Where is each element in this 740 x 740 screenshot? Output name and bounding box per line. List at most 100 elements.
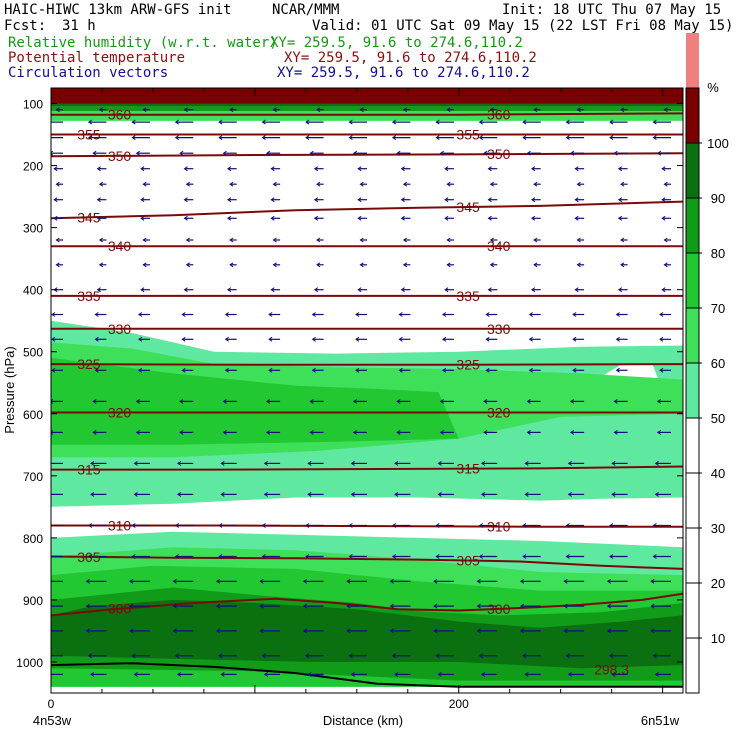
wind-vector-head bbox=[533, 237, 538, 243]
wind-vector-head bbox=[528, 336, 533, 342]
wind-vector-head bbox=[268, 312, 273, 317]
theta-label: 340 bbox=[487, 238, 511, 254]
wind-vector-head bbox=[302, 578, 308, 584]
wind-vector-head bbox=[613, 429, 618, 435]
wind-vector-head bbox=[485, 312, 490, 317]
wind-vector-head bbox=[609, 119, 614, 125]
colorbar-unit: % bbox=[707, 80, 719, 95]
theta-contour-305 bbox=[51, 555, 683, 570]
wind-vector-head bbox=[51, 367, 56, 373]
wind-vector-head bbox=[307, 491, 312, 497]
wind-vector-head bbox=[133, 671, 138, 677]
wind-vector-head bbox=[98, 181, 104, 187]
wind-vector-head bbox=[45, 120, 48, 124]
theta-label: 310 bbox=[487, 519, 511, 535]
wind-vector-head bbox=[272, 262, 277, 268]
wind-vector-head bbox=[478, 135, 483, 141]
wind-vector-head bbox=[659, 312, 664, 317]
colorbar-segment bbox=[686, 143, 699, 198]
wind-vector-head bbox=[263, 491, 268, 497]
wind-vector-head bbox=[441, 367, 447, 373]
wind-vector-head bbox=[181, 336, 186, 342]
wind-vector-head bbox=[142, 262, 147, 268]
wind-vector-head bbox=[398, 312, 403, 317]
wind-vector-head bbox=[229, 262, 234, 268]
y-tick-label: 900 bbox=[23, 594, 43, 608]
wind-vector-head bbox=[90, 460, 95, 466]
wind-vector-head bbox=[656, 398, 662, 404]
field-rh-label: Relative humidity (w.r.t. water) bbox=[8, 35, 278, 51]
theta-label: 350 bbox=[108, 148, 132, 164]
wind-vector-head bbox=[176, 671, 182, 677]
wind-vector-head bbox=[94, 367, 99, 373]
wind-vector-head bbox=[569, 150, 575, 156]
wind-vector-head bbox=[55, 262, 60, 268]
wind-vector-head bbox=[519, 603, 525, 609]
wind-vector-head bbox=[526, 398, 531, 404]
y-tick-label: 400 bbox=[23, 284, 43, 298]
wind-vector-head bbox=[652, 523, 657, 528]
wind-vector-head bbox=[359, 107, 364, 113]
theta-label: 360 bbox=[487, 107, 511, 123]
wind-vector-head bbox=[129, 603, 134, 609]
surface-theta-label: 298.3 bbox=[594, 661, 629, 677]
wind-vector-head bbox=[611, 671, 616, 677]
wind-vector-head bbox=[661, 197, 666, 203]
forecast-label: Fcst: bbox=[4, 18, 47, 34]
wind-vector-head bbox=[652, 119, 657, 125]
wind-vector-head bbox=[270, 287, 275, 293]
wind-vector-head bbox=[183, 287, 188, 293]
wind-vector-head bbox=[305, 523, 310, 528]
wind-vector-head bbox=[174, 554, 179, 559]
wind-vector-head bbox=[131, 119, 136, 125]
wind-vector-head bbox=[183, 107, 188, 113]
wind-vector-head bbox=[433, 628, 438, 634]
y-tick-label: 700 bbox=[23, 470, 43, 484]
wind-vector-head bbox=[615, 367, 620, 373]
theta-label: 350 bbox=[487, 146, 511, 162]
wind-vector-head bbox=[87, 653, 93, 659]
wind-vector-head bbox=[574, 166, 579, 172]
wind-vector-head bbox=[224, 336, 229, 342]
wind-vector-head bbox=[218, 523, 223, 528]
wind-vector-head bbox=[389, 628, 394, 634]
wind-vector-head bbox=[487, 166, 492, 172]
wind-vector-head bbox=[305, 135, 310, 141]
wind-vector-head bbox=[620, 107, 625, 113]
wind-vector-head bbox=[261, 554, 266, 559]
wind-vector-head bbox=[444, 287, 449, 293]
theta-label: 360 bbox=[108, 107, 132, 123]
wind-vector-head bbox=[433, 578, 438, 584]
forecast-hours: 31 h bbox=[62, 18, 96, 34]
wind-vector-head bbox=[565, 554, 570, 559]
wind-vector-head bbox=[435, 119, 440, 125]
colorbar-segment bbox=[686, 638, 699, 693]
wind-vector-head bbox=[179, 429, 184, 435]
theta-label: 305 bbox=[77, 549, 101, 565]
wind-vector-head bbox=[224, 312, 229, 317]
wind-vector-head bbox=[396, 398, 401, 404]
wind-vector-head bbox=[309, 150, 314, 156]
wind-vector-head bbox=[402, 237, 408, 243]
wind-vector-head bbox=[439, 398, 444, 404]
wind-vector-head bbox=[98, 237, 104, 243]
theta-label: 355 bbox=[456, 127, 480, 143]
colorbar-segment bbox=[686, 308, 699, 363]
wind-vector-head bbox=[398, 336, 403, 342]
wind-vector-head bbox=[402, 262, 408, 268]
wind-vector-head bbox=[305, 554, 310, 559]
wind-vector-head bbox=[437, 491, 442, 497]
wind-vector-head bbox=[48, 492, 51, 496]
theta-label: 345 bbox=[456, 199, 480, 215]
wind-vector-head bbox=[222, 429, 227, 435]
wind-vector-head bbox=[485, 336, 490, 342]
wind-vector-head bbox=[435, 653, 440, 659]
wind-vector-head bbox=[140, 166, 145, 172]
wind-vector-head bbox=[348, 554, 353, 559]
wind-vector-head bbox=[309, 398, 314, 404]
wind-vector-head bbox=[137, 336, 143, 342]
wind-vector-head bbox=[613, 150, 618, 156]
wind-vector-head bbox=[441, 336, 447, 342]
colorbar-segment bbox=[686, 363, 699, 418]
x-left-endpoint-label: 4n53w bbox=[33, 713, 72, 728]
